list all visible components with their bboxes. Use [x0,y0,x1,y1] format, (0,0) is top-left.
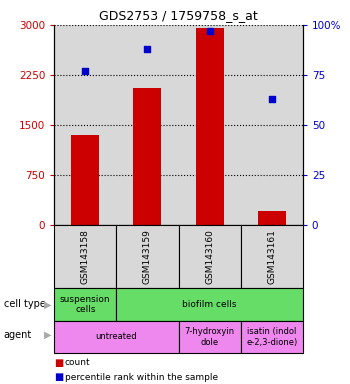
Bar [133,88,161,225]
Text: cell type: cell type [4,299,46,310]
Bar [178,321,241,353]
Text: suspension
cells: suspension cells [60,295,111,314]
Text: agent: agent [4,330,32,340]
Text: percentile rank within the sample: percentile rank within the sample [65,372,218,382]
Text: ■: ■ [54,372,63,382]
Bar [71,135,99,225]
Bar [54,321,178,353]
Text: GSM143159: GSM143159 [143,229,152,284]
Title: GDS2753 / 1759758_s_at: GDS2753 / 1759758_s_at [99,9,258,22]
Bar [196,28,224,225]
Text: untreated: untreated [96,333,137,341]
Bar [241,321,303,353]
Point [145,46,150,52]
Bar [241,225,303,288]
Point [83,68,88,74]
Text: 7-hydroxyin
dole: 7-hydroxyin dole [184,327,235,347]
Bar [54,225,116,288]
Text: GSM143158: GSM143158 [81,229,90,284]
Bar [116,225,178,288]
Text: count: count [65,358,90,367]
Bar [178,225,241,288]
Bar [258,211,286,225]
Text: GSM143160: GSM143160 [205,229,214,284]
Text: GSM143161: GSM143161 [267,229,276,284]
Bar [54,288,116,321]
Bar [116,288,303,321]
Text: ■: ■ [54,358,63,368]
Point [207,28,212,34]
Point [269,96,274,102]
Text: biofilm cells: biofilm cells [182,300,237,309]
Text: ▶: ▶ [44,330,51,340]
Text: isatin (indol
e-2,3-dione): isatin (indol e-2,3-dione) [246,327,297,347]
Text: ▶: ▶ [44,299,51,310]
